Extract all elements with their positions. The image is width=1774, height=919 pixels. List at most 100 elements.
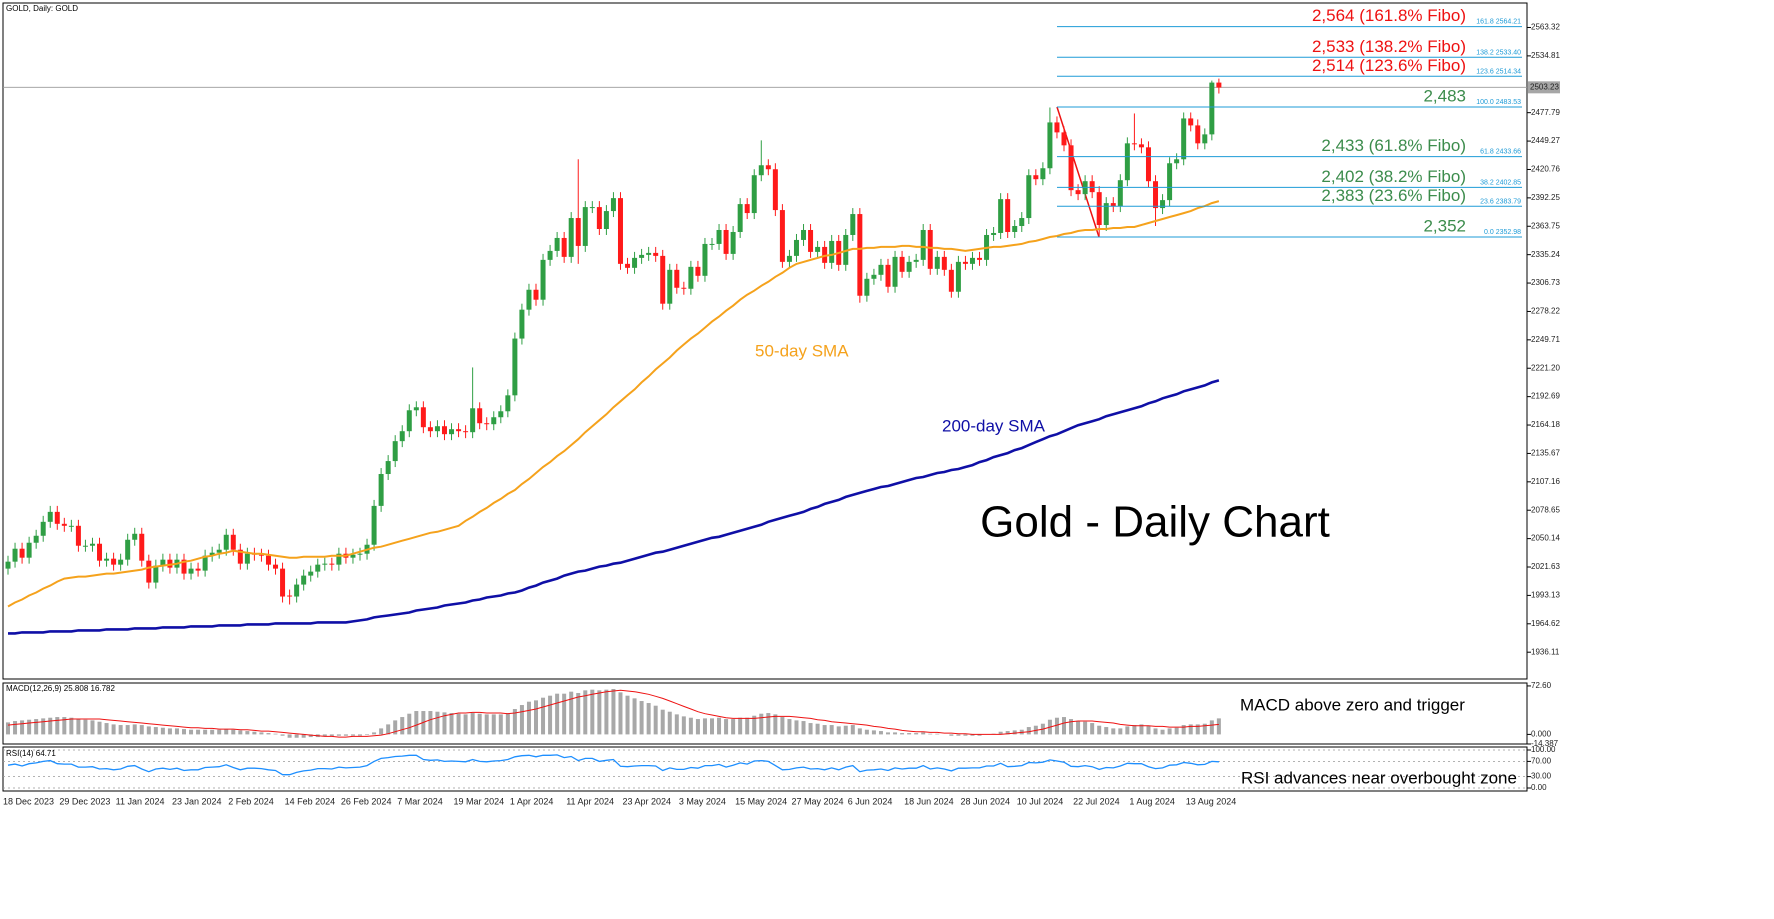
candle-body <box>336 553 342 565</box>
macd-bar <box>871 730 876 735</box>
x-tick-label: 27 May 2024 <box>791 796 843 806</box>
fibo-level-label: 100.0 2483.53 <box>1476 99 1521 106</box>
macd-bar <box>914 733 919 735</box>
macd-bar <box>104 723 109 735</box>
candle-body <box>857 214 863 296</box>
macd-bar <box>224 729 229 735</box>
macd-bar <box>146 726 151 735</box>
macd-bar <box>1195 724 1200 735</box>
macd-bar <box>266 733 271 735</box>
fibo-level-label: 38.2 2402.85 <box>1480 179 1521 186</box>
fibo-ratio: 38.2 <box>1480 179 1494 186</box>
last-price-label: 2503.23 <box>1530 82 1559 91</box>
panel-title: MACD(12,26,9) 25.808 16.782 <box>6 684 116 693</box>
macd-bar <box>97 721 102 735</box>
macd-bar <box>167 728 172 735</box>
candle-body <box>202 555 208 571</box>
candle-body <box>1167 163 1173 201</box>
y-tick-label: 2477.79 <box>1531 108 1560 117</box>
macd-bar <box>710 718 714 735</box>
macd-bar <box>62 717 67 735</box>
fibo-ratio: 61.8 <box>1480 148 1494 155</box>
x-tick-label: 6 Jun 2024 <box>848 796 893 806</box>
macd-bar <box>660 709 665 735</box>
macd-bar <box>1167 728 1172 735</box>
candle-body <box>484 423 490 425</box>
macd-bar <box>822 725 827 735</box>
candle-body <box>244 553 250 564</box>
x-tick-label: 2 Feb 2024 <box>228 796 274 806</box>
macd-bar <box>301 734 306 738</box>
candle-body <box>991 232 997 235</box>
macd-bar <box>477 713 482 735</box>
macd-bar <box>576 693 581 735</box>
fibo-level-label: 23.6 2383.79 <box>1480 198 1521 205</box>
macd-bar <box>1076 721 1081 735</box>
macd-bar <box>519 705 524 735</box>
x-tick-label: 29 Dec 2023 <box>59 796 110 806</box>
candle-body <box>934 256 940 269</box>
macd-bar <box>512 709 517 735</box>
macd-bar <box>336 734 341 736</box>
macd-bar <box>1216 718 1221 735</box>
macd-bar <box>259 732 264 735</box>
candle-body <box>998 199 1004 233</box>
macd-bar <box>182 729 186 735</box>
candle-body <box>1089 181 1095 193</box>
macd-bar <box>843 725 848 735</box>
fibo-ratio: 100.0 <box>1476 99 1494 106</box>
fibo-annotation: 2,564 (161.8% Fibo) <box>1312 6 1466 25</box>
macd-bar <box>48 717 53 735</box>
fibo-ratio: 138.2 <box>1476 49 1494 56</box>
candle-body <box>519 309 525 339</box>
candle-body <box>702 243 708 276</box>
candle-body <box>1174 159 1180 164</box>
candle-body <box>674 269 680 288</box>
macd-bar <box>886 732 890 735</box>
macd-bar <box>174 728 179 735</box>
macd-bar <box>787 719 792 735</box>
macd-panel <box>2 682 1528 745</box>
x-tick-label: 28 Jun 2024 <box>960 796 1010 806</box>
candle-body <box>413 407 419 411</box>
candle-body <box>470 408 476 433</box>
macd-bar <box>724 719 729 735</box>
y-tick-label: 2449.27 <box>1531 136 1560 145</box>
macd-bar <box>210 729 215 735</box>
candle-body <box>498 411 504 418</box>
candle-body <box>491 417 497 425</box>
macd-bar <box>322 734 327 737</box>
macd-bar <box>970 734 975 736</box>
macd-bar <box>745 717 750 735</box>
candle-body <box>716 229 722 244</box>
candle-body <box>603 211 609 229</box>
candle-body <box>350 554 356 558</box>
caption: Gold - Daily Chart <box>980 498 1330 547</box>
candle-body <box>1188 118 1194 126</box>
macd-bar <box>681 716 686 735</box>
y-tick-label: 1964.62 <box>1531 619 1560 628</box>
candle-body <box>47 511 53 522</box>
candle-body <box>230 534 236 550</box>
macd-bar <box>1097 725 1102 735</box>
candle-body <box>1145 147 1151 182</box>
macd-bar <box>738 717 743 735</box>
candle-body <box>1040 168 1046 180</box>
macd-bar <box>1090 723 1095 735</box>
candle-body <box>723 229 729 254</box>
fibo-ratio: 161.8 <box>1476 18 1494 25</box>
candle-body <box>1054 122 1060 133</box>
fibo-ratio: 123.6 <box>1476 68 1494 75</box>
candle-body <box>589 207 595 209</box>
fibo-price: 2514.34 <box>1496 68 1521 75</box>
x-tick-label: 26 Feb 2024 <box>341 796 392 806</box>
candle-body <box>977 257 983 260</box>
macd-bar <box>836 726 841 735</box>
main-panel <box>2 2 1528 680</box>
candle-body <box>596 207 602 229</box>
candle-body <box>153 565 159 583</box>
macd-bar <box>604 689 609 735</box>
candle-body <box>962 261 968 264</box>
candle-body <box>1012 226 1018 232</box>
y-tick-label: 2392.25 <box>1531 193 1560 202</box>
